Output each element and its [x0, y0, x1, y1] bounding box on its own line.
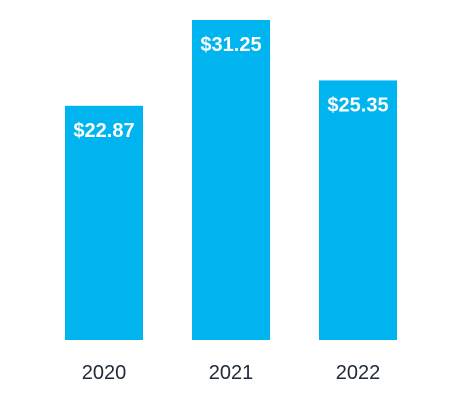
data-label-2020: $22.87: [73, 120, 134, 142]
data-label-2021: $31.25: [200, 34, 261, 56]
x-axis-tick-labels: 2020 2021 2022: [82, 362, 381, 384]
data-labels-group: $22.87 $31.25 $25.35: [73, 34, 388, 142]
x-tick-label-2020: 2020: [82, 362, 127, 384]
bar-2021: [192, 20, 270, 340]
x-tick-label-2021: 2021: [209, 362, 254, 384]
x-tick-label-2022: 2022: [336, 362, 381, 384]
data-label-2022: $25.35: [327, 94, 388, 116]
bar-2022: [319, 80, 397, 340]
bars-group: [65, 20, 397, 340]
bar-2020: [65, 105, 143, 340]
